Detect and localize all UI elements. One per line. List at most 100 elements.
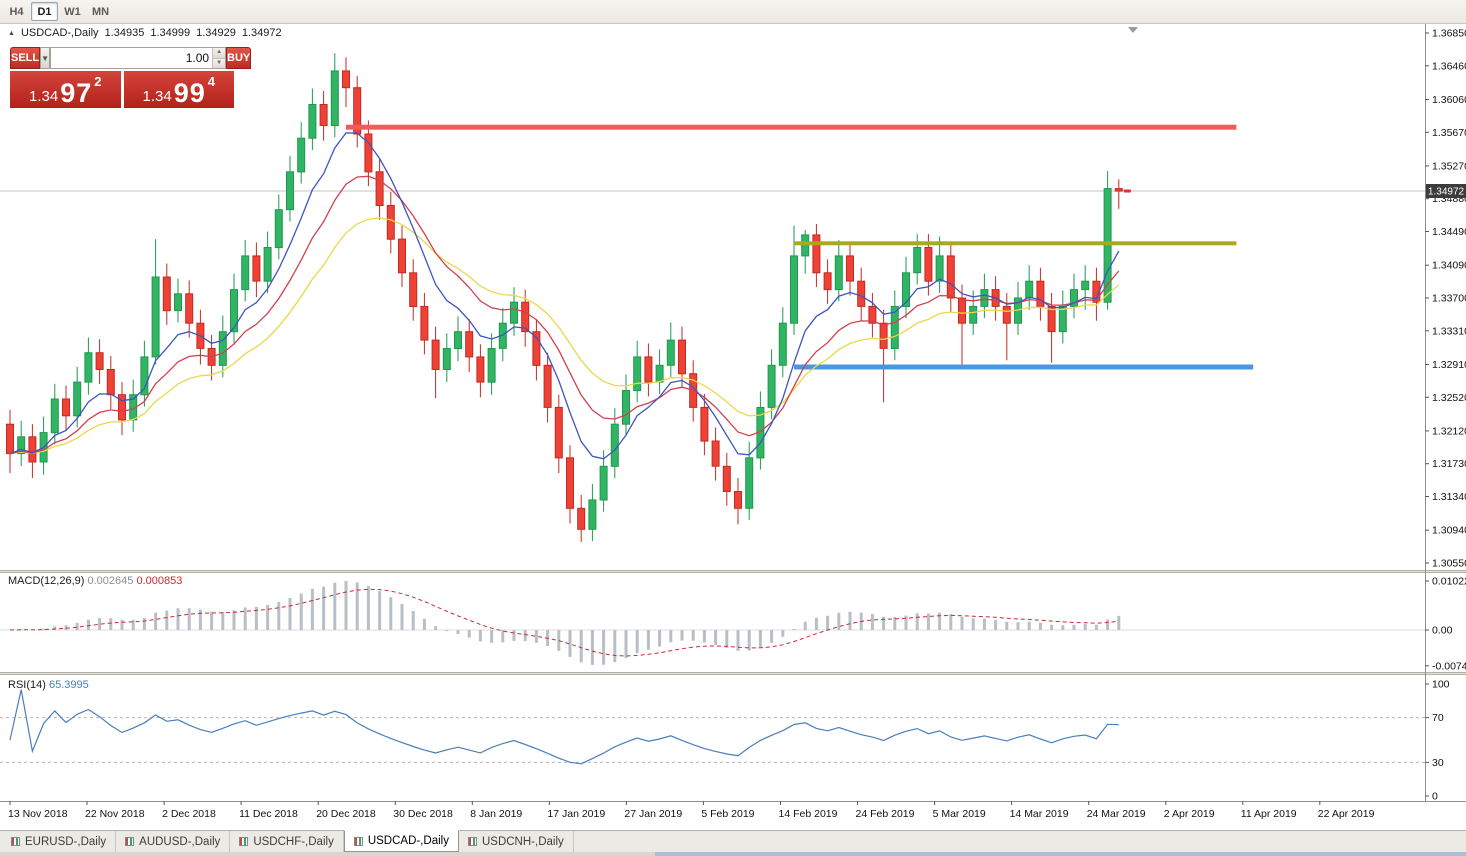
top-toolbar: H4 D1 W1 MN — [0, 0, 1466, 24]
volume-field: ▲ ▼ — [50, 47, 227, 69]
rsi-value: 65.3995 — [48, 679, 89, 691]
svg-text:24 Feb 2019: 24 Feb 2019 — [856, 808, 915, 820]
pane-separator[interactable] — [0, 672, 1466, 675]
svg-text:11 Apr 2019: 11 Apr 2019 — [1241, 808, 1297, 820]
macd-histogram — [19, 581, 1121, 665]
buy-button[interactable]: BUY — [226, 47, 252, 69]
svg-text:8 Jan 2019: 8 Jan 2019 — [470, 808, 522, 820]
svg-text:1.36460: 1.36460 — [1432, 60, 1466, 72]
svg-text:1.30940: 1.30940 — [1432, 525, 1466, 537]
chart-tab-usdcad[interactable]: USDCAD-,Daily — [343, 830, 459, 852]
svg-text:14 Mar 2019: 14 Mar 2019 — [1010, 808, 1069, 820]
svg-text:1.34972: 1.34972 — [1428, 187, 1465, 198]
svg-text:1.32120: 1.32120 — [1432, 425, 1466, 437]
macd-axis: 0.010229 0.00 -0.007479 — [1425, 576, 1466, 672]
symbol-period-label: USDCAD-,Daily — [20, 27, 99, 39]
last-price-marker — [1123, 189, 1131, 193]
stepper-down-icon[interactable]: ▼ — [213, 58, 226, 68]
current-price-label: 1.34972 — [1426, 184, 1466, 198]
svg-text:1.35270: 1.35270 — [1432, 160, 1466, 172]
svg-text:1.35670: 1.35670 — [1432, 127, 1466, 139]
stepper-up-icon[interactable]: ▲ — [213, 48, 226, 59]
buy-price-display[interactable]: 1.34 99 4 — [123, 71, 234, 108]
pane-separator[interactable] — [0, 570, 1466, 573]
sell-button[interactable]: SELL — [10, 47, 41, 69]
macd-signal-value: 0.000853 — [136, 575, 183, 587]
svg-text:1.32520: 1.32520 — [1432, 392, 1466, 404]
chart-shift-marker-icon — [1128, 27, 1138, 33]
time-axis: 13 Nov 2018 22 Nov 2018 2 Dec 2018 11 Dec 2… — [8, 801, 1375, 820]
timeframe-button-mn[interactable]: MN — [87, 2, 114, 21]
buy-price-figure: 1.34 — [142, 88, 172, 105]
svg-text:24 Mar 2019: 24 Mar 2019 — [1087, 808, 1146, 820]
chart-tab-label: USDCHF-,Daily — [253, 835, 334, 848]
chart-tab-icon — [125, 837, 135, 846]
svg-text:1.31730: 1.31730 — [1432, 458, 1466, 470]
ohlc-high: 1.34999 — [150, 27, 191, 39]
svg-text:30 Dec 2018: 30 Dec 2018 — [393, 808, 453, 820]
rsi-title-text: RSI(14) — [8, 679, 46, 691]
ma-13-line — [9, 175, 1120, 455]
timeframe-button-w1[interactable]: W1 — [59, 2, 86, 21]
sell-price-figure: 1.34 — [29, 88, 59, 105]
price-axis: 1.368501.364601.360601.356701.352701.348… — [1425, 28, 1466, 570]
sell-price-pips: 97 — [60, 78, 93, 108]
ohlc-low: 1.34929 — [196, 27, 236, 39]
resistance-line[interactable] — [346, 124, 1237, 130]
volume-input[interactable] — [51, 48, 213, 68]
volume-dropdown-button[interactable]: ▼ — [40, 47, 51, 69]
timeframe-button-d1[interactable]: D1 — [31, 2, 58, 22]
svg-text:1.36850: 1.36850 — [1432, 28, 1466, 40]
ma-21-line — [9, 217, 1120, 455]
horizontal-scrollbar[interactable] — [0, 852, 1466, 856]
chart-tab-usdchf[interactable]: USDCHF-,Daily — [230, 831, 344, 852]
ohlc-close: 1.34972 — [241, 27, 282, 39]
svg-text:22 Nov 2018: 22 Nov 2018 — [85, 808, 145, 820]
chart-tab-icon — [239, 837, 249, 846]
svg-text:100: 100 — [1432, 679, 1450, 691]
timeframe-buttons: H4 D1 W1 MN — [3, 2, 115, 22]
svg-text:1.33700: 1.33700 — [1432, 293, 1466, 305]
support-line[interactable] — [794, 364, 1254, 370]
svg-text:1.32910: 1.32910 — [1432, 359, 1466, 371]
candlestick-series — [6, 53, 1123, 542]
svg-text:-0.007479: -0.007479 — [1432, 660, 1466, 672]
svg-text:17 Jan 2019: 17 Jan 2019 — [547, 808, 605, 820]
sell-price-display[interactable]: 1.34 97 2 — [10, 71, 121, 108]
chart-tab-usdcnh[interactable]: USDCNH-,Daily — [459, 831, 574, 852]
rsi-axis: 100 70 30 0 — [1425, 679, 1450, 803]
chart-window: 1.36850 1.36460 1.36060 1.35670 1.35270 1.34 8… — [0, 24, 1466, 830]
svg-text:22 Apr 2019: 22 Apr 2019 — [1318, 808, 1375, 820]
chart-tab-label: AUDUSD-,Daily — [139, 835, 221, 848]
svg-text:1.34090: 1.34090 — [1432, 260, 1466, 272]
svg-text:1.34490: 1.34490 — [1432, 226, 1466, 238]
chart-tab-eurusd[interactable]: EURUSD-,Daily — [2, 831, 117, 852]
chart-canvas[interactable]: 1.36850 1.36460 1.36060 1.35670 1.35270 1.34 8… — [0, 24, 1466, 830]
svg-text:70: 70 — [1432, 712, 1444, 724]
macd-title-text: MACD(12,26,9) — [8, 575, 85, 587]
svg-text:30: 30 — [1432, 757, 1444, 769]
chart-tab-audusd[interactable]: AUDUSD-,Daily — [116, 831, 231, 852]
ma-7-line — [9, 132, 1120, 460]
svg-text:13 Nov 2018: 13 Nov 2018 — [8, 808, 68, 820]
chart-tab-icon — [467, 837, 477, 846]
collapse-triangle-icon[interactable]: ▲ — [8, 29, 15, 37]
chart-tab-label: EURUSD-,Daily — [25, 835, 107, 848]
scrollbar-thumb[interactable] — [655, 852, 1466, 856]
macd-main-value: 0.002645 — [87, 575, 134, 587]
rsi-line — [9, 689, 1119, 765]
svg-text:0.00: 0.00 — [1432, 625, 1453, 637]
timeframe-button-h4[interactable]: H4 — [3, 2, 30, 21]
sell-price-point: 2 — [94, 74, 102, 89]
chart-title-ohlc: ▲ USDCAD-,Daily 1.34935 1.34999 1.34929 … — [8, 27, 282, 39]
svg-text:0.010229: 0.010229 — [1432, 576, 1466, 588]
svg-text:2 Apr 2019: 2 Apr 2019 — [1164, 808, 1215, 820]
volume-stepper: ▲ ▼ — [212, 48, 226, 68]
macd-indicator-label: MACD(12,26,9) 0.002645 0.000853 — [8, 575, 182, 587]
breakout-line[interactable] — [794, 241, 1237, 246]
macd-signal-line — [9, 588, 1119, 657]
chart-tab-label: USDCAD-,Daily — [367, 835, 449, 847]
buy-price-pips: 99 — [173, 78, 206, 108]
svg-text:1.36060: 1.36060 — [1432, 94, 1466, 106]
